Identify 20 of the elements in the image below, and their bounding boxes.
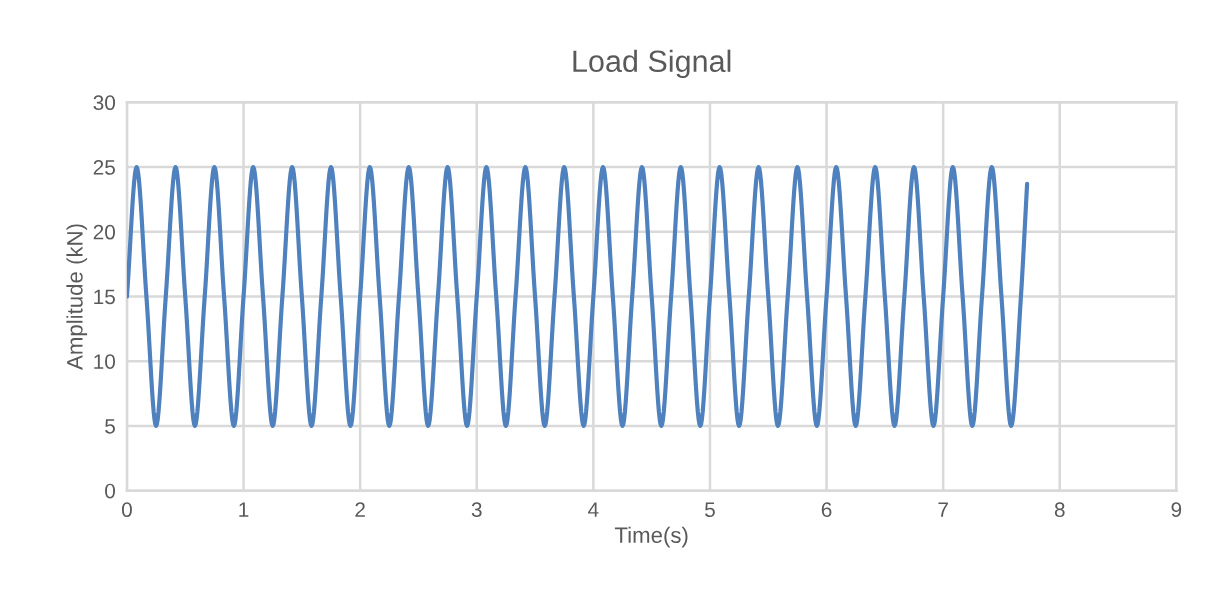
- x-tick-label: 7: [938, 502, 948, 517]
- y-tick-label: 20: [93, 224, 116, 240]
- x-tick-label: 9: [1171, 502, 1182, 518]
- y-tick-label: 25: [93, 160, 115, 175]
- x-axis-title: Time(s): [614, 526, 688, 548]
- x-tick-label: 3: [471, 502, 482, 518]
- chart-title: Load Signal: [573, 49, 731, 79]
- x-tick-label: 6: [821, 502, 832, 518]
- x-tick-label: 4: [588, 502, 599, 517]
- x-tick-label: 1: [239, 502, 249, 517]
- y-tick-label: 30: [93, 95, 116, 111]
- x-tick-label: 0: [121, 502, 132, 518]
- x-tick-label: 2: [355, 502, 365, 517]
- y-tick-label: 5: [105, 419, 115, 434]
- x-tick-label: 8: [1054, 502, 1065, 518]
- y-tick-label: 0: [105, 483, 116, 499]
- x-tick-label: 5: [704, 502, 715, 518]
- y-axis-title: Amplitude (kN): [66, 224, 88, 370]
- y-tick-label: 15: [94, 289, 115, 305]
- y-tick-label: 10: [94, 354, 116, 369]
